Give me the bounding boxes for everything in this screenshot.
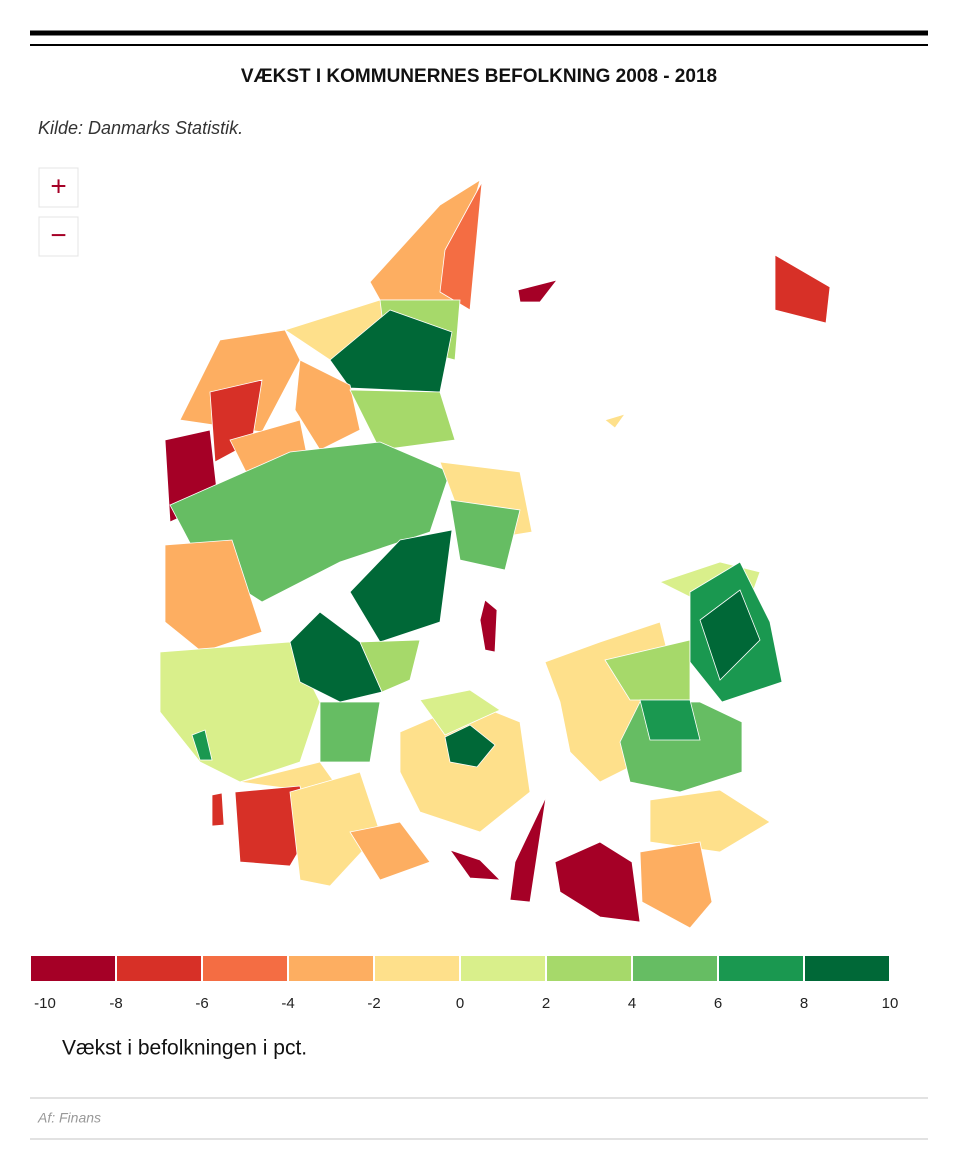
legend-tick-label: -6 (195, 995, 208, 1012)
zoom-in-box[interactable] (38, 167, 79, 208)
region (448, 849, 502, 881)
legend-bin (117, 956, 201, 981)
region (517, 279, 559, 303)
region (359, 639, 421, 693)
title: VÆKST I KOMMUNERNES BEFOLKNING 2008 - 20… (241, 66, 717, 87)
region (349, 821, 431, 881)
region (509, 796, 547, 903)
legend-tick-label: 0 (456, 995, 464, 1012)
region (774, 254, 831, 324)
region (639, 699, 701, 741)
source: Kilde: Danmarks Statistik. (38, 118, 243, 138)
footer: Af: Finans (37, 1110, 101, 1126)
region (164, 539, 263, 653)
region (319, 701, 381, 763)
zoom-out[interactable]: − (50, 219, 66, 250)
legend-tick-label: 8 (800, 995, 808, 1012)
region (349, 529, 453, 643)
region (419, 689, 501, 736)
legend: -10 -8 -6 -4 -2 0 2 4 6 8 10 (31, 956, 898, 1012)
legend-bin (31, 956, 115, 981)
legend-bin (633, 956, 717, 981)
zoom-in-button[interactable]: + (38, 167, 79, 208)
legend-bin (289, 956, 373, 981)
legend-tick-label: 6 (714, 995, 722, 1012)
legend-tick-label: 10 (882, 995, 899, 1012)
legend-bin (203, 956, 287, 981)
region (699, 589, 761, 681)
region (449, 499, 521, 571)
region (439, 181, 483, 311)
region (444, 724, 496, 768)
region (649, 789, 771, 853)
region (191, 729, 213, 761)
denmark-map (159, 179, 831, 929)
legend-tick-label: 4 (628, 995, 636, 1012)
region (604, 413, 627, 429)
legend-tick-label: -8 (109, 995, 122, 1012)
legend-bin (461, 956, 545, 981)
region (554, 841, 641, 923)
legend-tick-label: 2 (542, 995, 550, 1012)
legend-tick-label: -10 (34, 995, 56, 1012)
region (289, 771, 381, 887)
zoom-in[interactable]: + (50, 170, 66, 201)
region (479, 599, 498, 653)
region (294, 359, 361, 451)
zoom-out-button[interactable]: − (38, 216, 79, 257)
legend-tick-label: -2 (367, 995, 380, 1012)
legend-bin (719, 956, 803, 981)
region (349, 389, 456, 451)
legend-bin (805, 956, 889, 981)
region (211, 792, 225, 827)
legend-bin (375, 956, 459, 981)
legend-label: Vækst i befolkningen i pct. (62, 1037, 307, 1060)
region (639, 841, 713, 929)
legend-bin (547, 956, 631, 981)
zoom-out-box[interactable] (38, 216, 79, 257)
legend-tick-label: -4 (281, 995, 294, 1012)
